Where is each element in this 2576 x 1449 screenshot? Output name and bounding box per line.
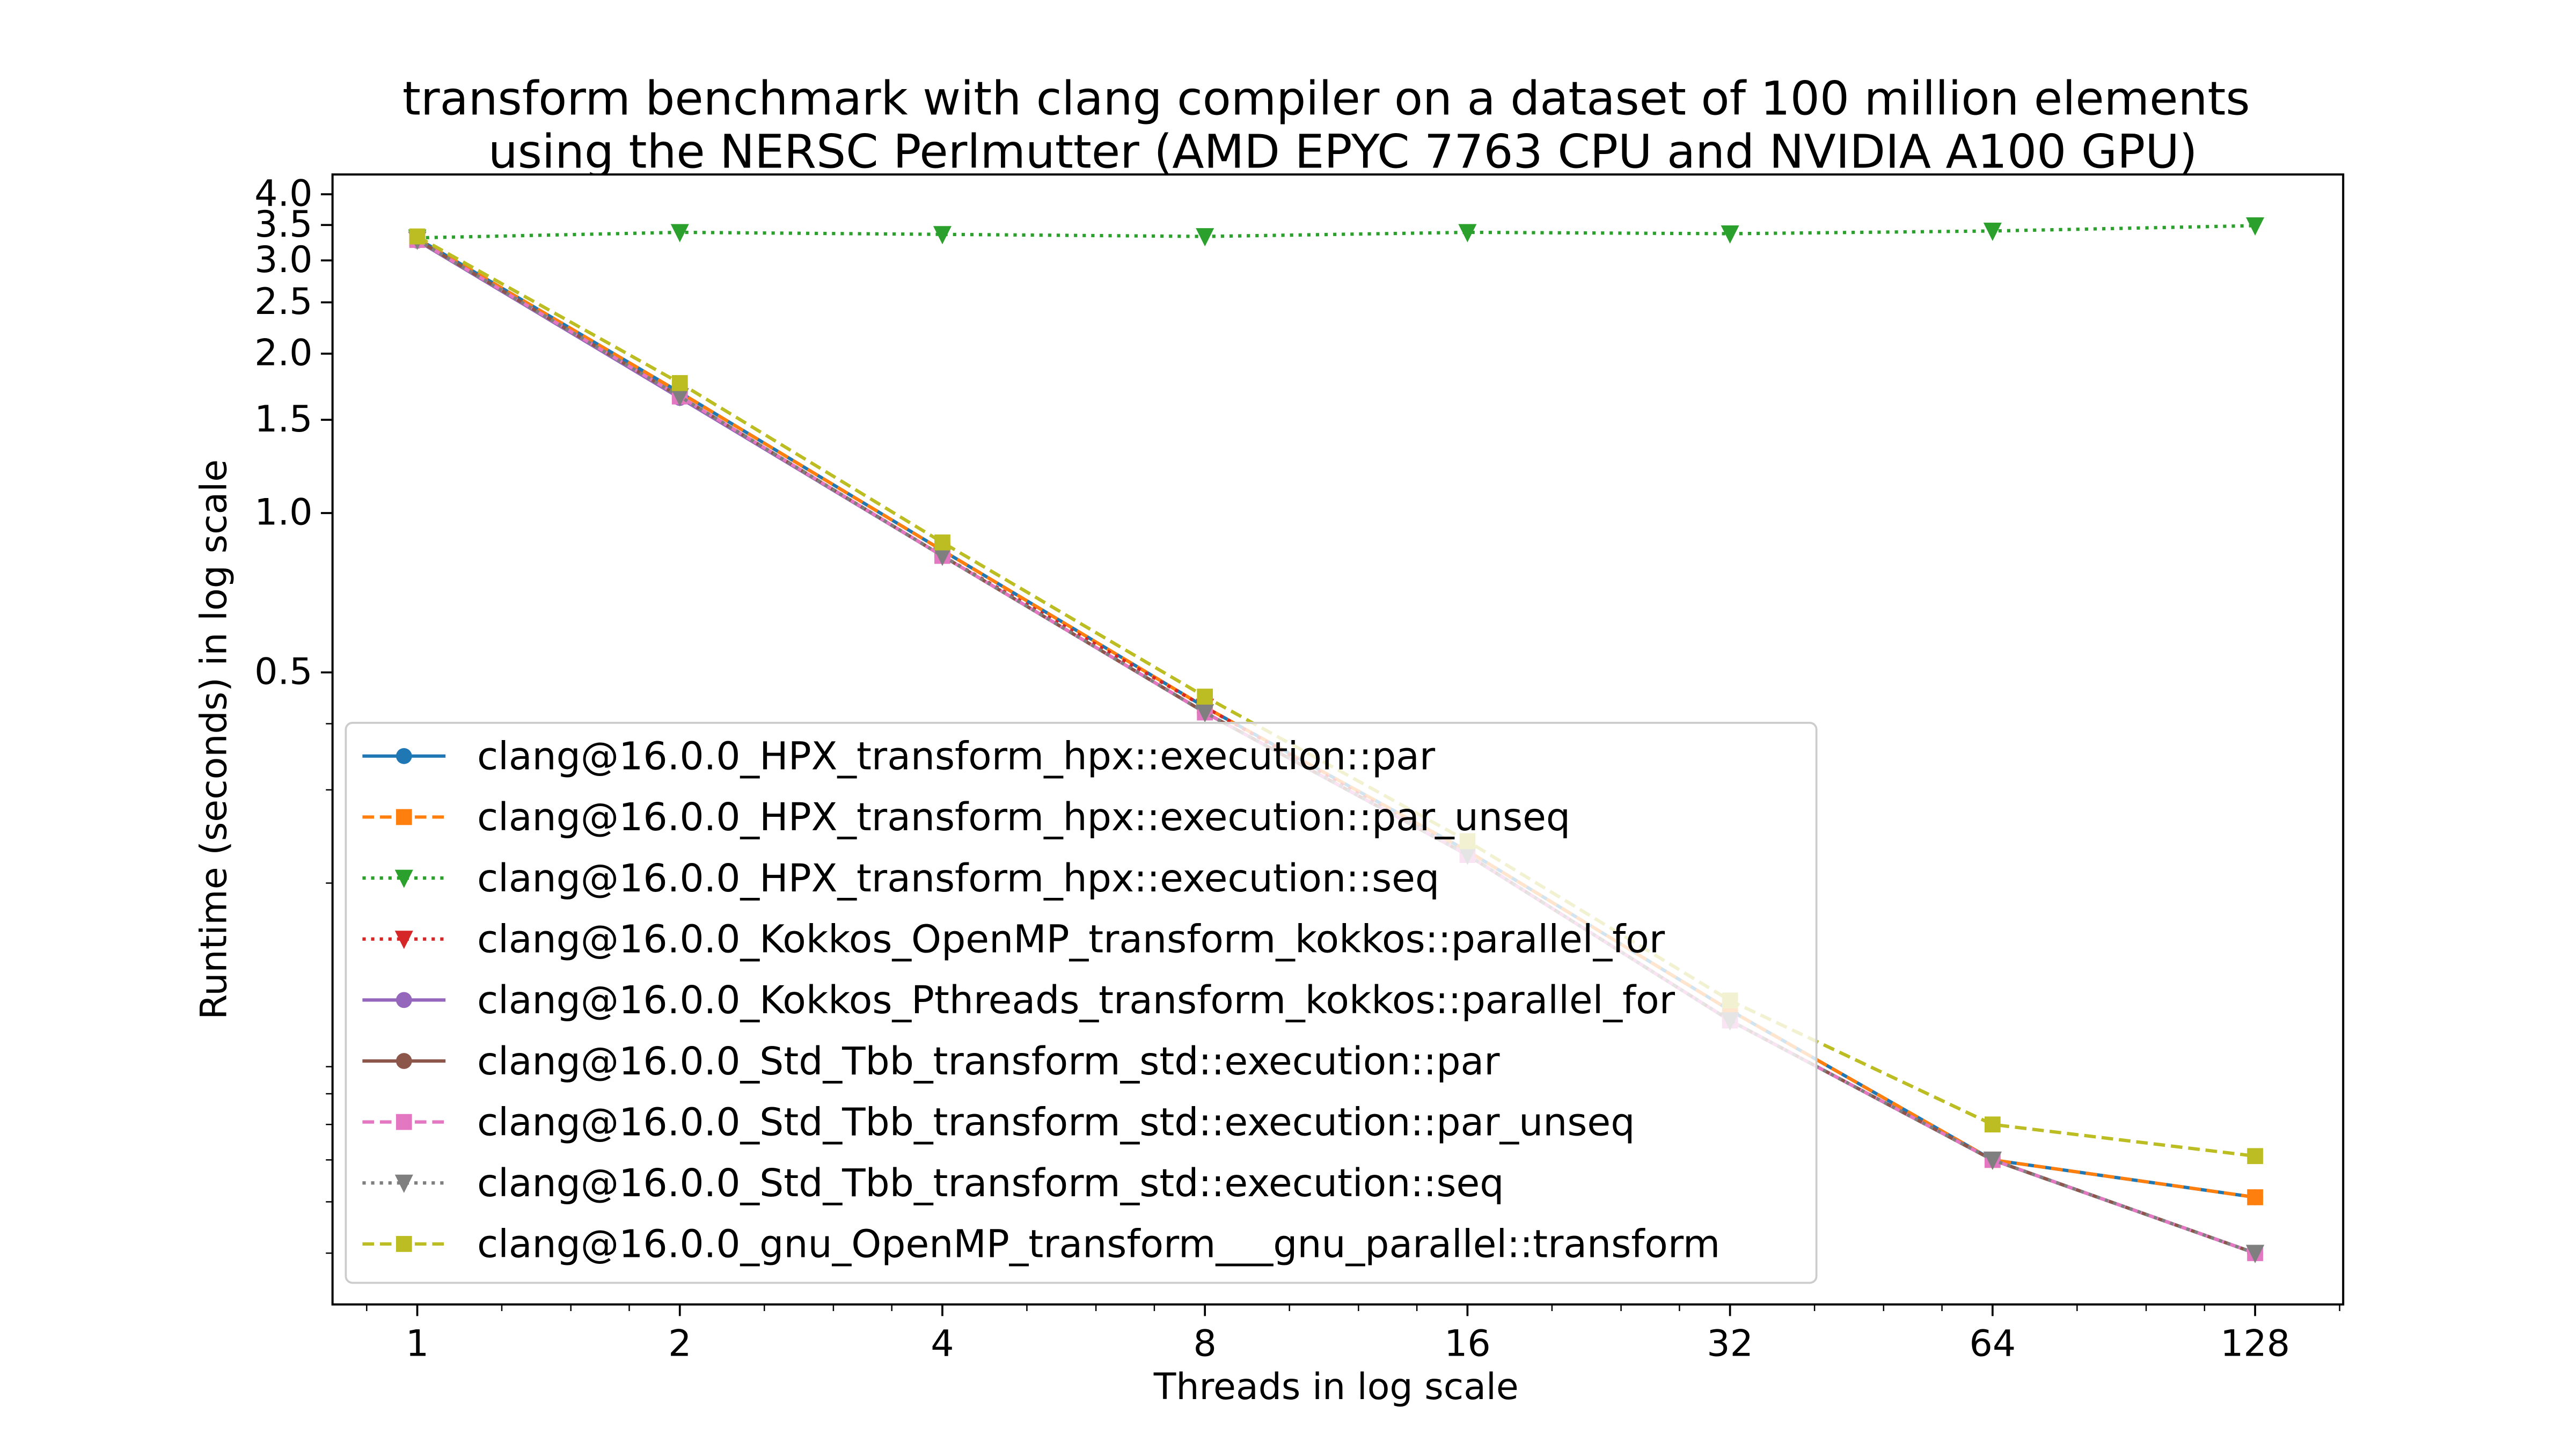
legend-item: clang@16.0.0_HPX_transform_hpx::executio… [362, 734, 1436, 779]
legend-marker [394, 931, 413, 949]
y-tick-label: 2.0 [254, 332, 312, 375]
data-point [1983, 222, 2002, 241]
data-point [1721, 225, 1739, 244]
legend-label: clang@16.0.0_gnu_OpenMP_transform___gnu_… [477, 1222, 1720, 1267]
data-point [409, 228, 426, 245]
legend-item: clang@16.0.0_Kokkos_OpenMP_transform_kok… [362, 917, 1665, 962]
y-tick-label: 1.0 [254, 492, 312, 534]
legend-item: clang@16.0.0_Std_Tbb_transform_std::exec… [362, 1039, 1500, 1084]
y-tick-label: 3.0 [254, 239, 312, 281]
data-point [2247, 1148, 2263, 1165]
chart-title-line-1: transform benchmark with clang compiler … [402, 72, 2250, 126]
legend-marker [396, 1236, 412, 1252]
y-tick-label: 0.5 [254, 651, 312, 693]
series-line [416, 235, 2256, 1158]
legend-marker [394, 869, 413, 888]
legend-label: clang@16.0.0_HPX_transform_hpx::executio… [477, 795, 1570, 839]
y-tick-label: 3.5 [254, 203, 312, 246]
data-point [1458, 224, 1477, 243]
legend-label: clang@16.0.0_HPX_transform_hpx::executio… [477, 734, 1436, 779]
x-tick-label: 32 [1707, 1323, 1753, 1365]
x-tick-label: 1 [406, 1323, 429, 1365]
y-tick-label: 2.5 [254, 281, 312, 323]
data-point [2246, 1245, 2265, 1263]
data-point [670, 388, 689, 407]
x-tick-label: 128 [2220, 1323, 2290, 1365]
legend-label: clang@16.0.0_HPX_transform_hpx::executio… [477, 856, 1439, 901]
x-tick-label: 64 [1970, 1323, 2016, 1365]
data-point [1983, 1151, 2002, 1170]
y-axis-label: Runtime (seconds) in log scale [193, 459, 235, 1020]
data-point [670, 224, 689, 243]
legend-item: clang@16.0.0_Std_Tbb_transform_std::exec… [362, 1100, 1635, 1144]
legend-marker [396, 748, 412, 764]
legend-marker [396, 809, 412, 825]
legend-label: clang@16.0.0_Kokkos_OpenMP_transform_kok… [477, 917, 1665, 962]
legend-item: clang@16.0.0_Std_Tbb_transform_std::exec… [362, 1161, 1504, 1205]
data-point [1196, 228, 1214, 247]
legend-marker [396, 1053, 412, 1069]
legend-label: clang@16.0.0_Std_Tbb_transform_std::exec… [477, 1039, 1500, 1084]
series-line [416, 238, 2256, 1255]
data-point [671, 375, 688, 391]
legend-box [345, 722, 1818, 1284]
x-tick-label: 4 [931, 1323, 954, 1365]
legend-item: clang@16.0.0_HPX_transform_hpx::executio… [362, 856, 1439, 901]
data-point [1196, 704, 1214, 723]
legend-label: clang@16.0.0_Kokkos_Pthreads_transform_k… [477, 978, 1675, 1022]
data-point [1984, 1116, 2001, 1133]
legend-marker [396, 992, 412, 1008]
data-point [933, 547, 952, 566]
legend-marker [396, 1114, 412, 1130]
legend-item: clang@16.0.0_HPX_transform_hpx::executio… [362, 795, 1570, 839]
y-tick-label: 1.5 [254, 398, 312, 441]
legend-item: clang@16.0.0_Kokkos_Pthreads_transform_k… [362, 978, 1675, 1022]
data-point [2246, 217, 2265, 236]
chart-title-line-2: using the NERSC Perlmutter (AMD EPYC 776… [488, 126, 2198, 179]
data-point [2247, 1189, 2263, 1205]
data-point [933, 226, 952, 245]
series-line [417, 224, 2256, 240]
data-point [934, 534, 950, 551]
x-axis-label: Threads in log scale [1153, 1366, 1519, 1408]
legend-marker [394, 1174, 413, 1193]
x-tick-label: 8 [1194, 1323, 1217, 1365]
x-tick-label: 2 [668, 1323, 691, 1365]
legend-label: clang@16.0.0_Std_Tbb_transform_std::exec… [477, 1161, 1504, 1205]
data-point [1197, 689, 1213, 705]
y-tick-label: 4.0 [254, 173, 312, 215]
x-tick-label: 16 [1444, 1323, 1491, 1365]
legend-item: clang@16.0.0_gnu_OpenMP_transform___gnu_… [362, 1222, 1720, 1267]
legend-label: clang@16.0.0_Std_Tbb_transform_std::exec… [477, 1100, 1635, 1144]
